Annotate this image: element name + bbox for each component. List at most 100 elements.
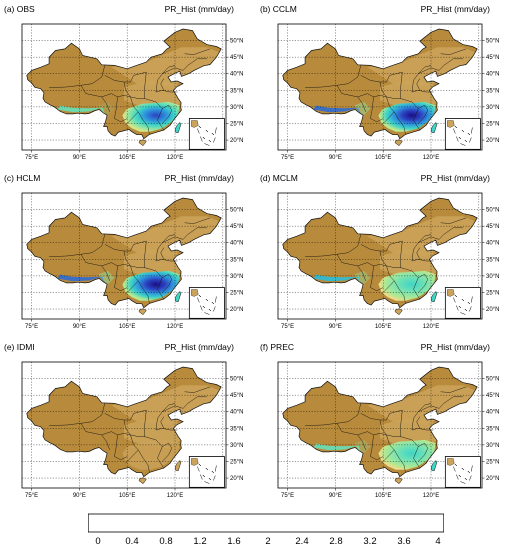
province-border — [125, 265, 139, 295]
inset-island — [203, 138, 205, 139]
taiwan-island — [431, 291, 438, 303]
lat-label: 50°N — [230, 208, 243, 214]
province-border — [49, 403, 106, 426]
province-border — [104, 71, 147, 83]
province-border — [101, 262, 131, 267]
colorbar-label: 2 — [265, 536, 271, 547]
panel-prec: 20°N 25°N 30°N 35°N 40°N 45°N 50°N 75°E 90°E 105°… — [256, 338, 508, 506]
inset-island — [203, 307, 205, 308]
map-obs: 20°N 25°N 30°N 35°N 40°N 45°N 50°N 75°E 90°E 105°… — [21, 23, 243, 161]
lat-label: 20°N — [486, 307, 499, 313]
wet-zone — [122, 270, 180, 301]
inset-island — [202, 137, 204, 138]
lat-label: 45°N — [230, 224, 243, 230]
lat-label: 30°N — [230, 443, 243, 449]
lat-label: 35°N — [230, 426, 243, 432]
hainan-island — [394, 139, 403, 147]
nine-dash-line — [197, 296, 217, 315]
inset-island — [461, 299, 463, 300]
lat-label: 35°N — [486, 88, 499, 94]
province-border — [114, 96, 128, 123]
lat-label: 20°N — [230, 138, 243, 144]
country-outline — [282, 28, 478, 140]
lat-label: 40°N — [486, 241, 499, 247]
inset-island — [454, 126, 456, 127]
inset-coast — [191, 458, 199, 466]
hengduan-wet — [354, 270, 371, 285]
province-border — [411, 90, 434, 93]
inset-island — [455, 127, 457, 128]
colorbar-label: 4 — [435, 536, 441, 547]
province-border — [162, 396, 207, 412]
inset-coast — [447, 458, 455, 466]
province-border — [101, 431, 131, 436]
lat-label: 30°N — [486, 105, 499, 111]
lat-label: 25°N — [230, 121, 243, 127]
province-border — [162, 58, 207, 74]
lat-label: 20°N — [486, 138, 499, 144]
province-border — [416, 78, 421, 91]
panel-mclm: 20°N 25°N 30°N 35°N 40°N 45°N 50°N 75°E 90°E 105°… — [256, 169, 508, 337]
inset-island — [198, 126, 200, 127]
panel-title: (a) OBS — [4, 4, 35, 14]
province-border — [162, 442, 173, 462]
inset-island — [206, 300, 208, 301]
province-border — [155, 428, 178, 431]
lon-label: 75°E — [25, 493, 38, 499]
variable-label: PR_Hist (mm/day) — [164, 173, 234, 183]
lat-label: 35°N — [486, 257, 499, 263]
province-border — [160, 78, 165, 91]
colorbar-label: 1.2 — [193, 536, 207, 547]
lat-label: 20°N — [230, 476, 243, 482]
lat-label: 35°N — [230, 257, 243, 263]
province-border — [381, 96, 395, 126]
province-border — [360, 409, 403, 421]
province-border — [440, 48, 467, 55]
hengduan-wet — [98, 270, 115, 285]
inset-island — [455, 296, 457, 297]
land-northeast — [111, 385, 222, 425]
country-outline — [26, 366, 222, 478]
map-mclm: 20°N 25°N 30°N 35°N 40°N 45°N 50°N 75°E 90°E 105°… — [277, 192, 499, 330]
inset-coast — [447, 120, 455, 128]
lat-label: 50°N — [486, 208, 499, 214]
lat-label: 45°N — [230, 55, 243, 61]
lon-label: 90°E — [329, 324, 342, 330]
lon-label: 75°E — [281, 493, 294, 499]
lon-label: 90°E — [73, 324, 86, 330]
province-border — [357, 431, 387, 436]
province-border — [411, 428, 434, 431]
lon-label: 105°E — [119, 324, 135, 330]
colorbar-label: 3.2 — [363, 536, 377, 547]
province-border — [379, 250, 401, 268]
tibet-wet-band — [57, 274, 106, 285]
province-border — [411, 259, 434, 262]
lon-label: 75°E — [281, 155, 294, 161]
province-border — [184, 48, 211, 55]
province-border — [381, 434, 395, 464]
inset-island — [211, 471, 213, 472]
variable-label: PR_Hist (mm/day) — [164, 342, 234, 352]
province-border — [418, 442, 429, 462]
taiwan-island — [431, 460, 438, 472]
inset-island — [199, 127, 201, 128]
province-border — [162, 227, 207, 243]
variable-label: PR_Hist (mm/day) — [164, 4, 234, 14]
map-layer: 20°N 25°N 30°N 35°N 40°N 45°N 50°N 75°E 90°E 105°… — [21, 192, 243, 330]
province-border — [123, 419, 145, 437]
inset-coast — [447, 289, 455, 297]
province-border — [400, 241, 403, 268]
inset-island — [467, 471, 469, 472]
country-outline — [26, 197, 222, 309]
colorbar-label: 0.8 — [159, 536, 173, 547]
inset-island — [464, 140, 466, 141]
province-border — [440, 386, 467, 393]
inset-island — [202, 306, 204, 307]
province-border — [184, 386, 211, 393]
lat-label: 50°N — [486, 39, 499, 45]
lat-label: 25°N — [486, 290, 499, 296]
inset-island — [206, 469, 208, 470]
colorbar-frame — [87, 513, 445, 533]
lon-label: 75°E — [281, 324, 294, 330]
map-cclm: 20°N 25°N 30°N 35°N 40°N 45°N 50°N 75°E 90°E 105°… — [277, 23, 499, 161]
